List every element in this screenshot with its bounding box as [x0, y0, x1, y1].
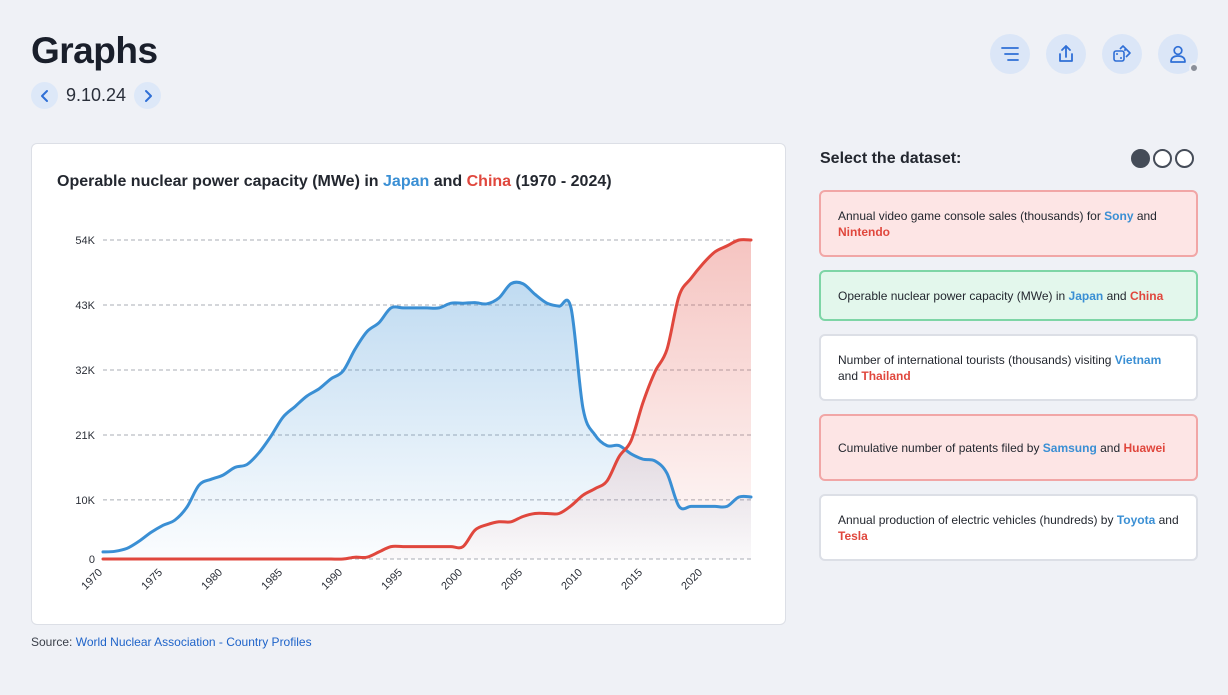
y-axis-ticks: 0 10K 21K 32K 43K 54K [75, 235, 95, 566]
source-link[interactable]: World Nuclear Association - Country Prof… [75, 635, 312, 649]
next-date-button[interactable] [134, 82, 162, 109]
option-series-b: Tesla [838, 528, 868, 543]
dataset-option-text: Annual production of electric vehicles (… [838, 512, 1179, 544]
status-dot [1189, 63, 1199, 73]
x-tick-label: 2020 [679, 567, 705, 593]
option-series-b: China [1129, 288, 1164, 303]
y-tick-label: 43K [75, 300, 95, 312]
area-china [103, 239, 751, 560]
attempt-dot-remaining [1153, 149, 1172, 168]
option-series-a: Japan [1068, 288, 1104, 303]
line-japan [101, 280, 753, 554]
option-text: and [1096, 440, 1124, 455]
option-series-a: Vietnam [1114, 352, 1162, 367]
option-text: and [838, 368, 862, 383]
option-series-a: Samsung [1042, 440, 1097, 455]
chart-title-series-china: China [466, 173, 512, 190]
x-tick-label: 1975 [139, 567, 165, 593]
chart-title-mid: and [429, 173, 467, 190]
option-text: Number of international tourists (thousa… [838, 352, 1115, 367]
toolbar [990, 34, 1199, 74]
attempt-dot-used [1131, 149, 1150, 168]
option-text: Annual video game console sales (thousan… [838, 208, 1105, 223]
x-tick-label: 1990 [319, 567, 345, 593]
chart-areas [103, 239, 751, 560]
dataset-option-ev-production[interactable]: Annual production of electric vehicles (… [819, 494, 1198, 561]
random-button[interactable] [1102, 34, 1142, 74]
chart-title: Operable nuclear power capacity (MWe) in… [57, 173, 612, 191]
dataset-option-tourists[interactable]: Number of international tourists (thousa… [819, 334, 1198, 401]
option-series-b: Huawei [1123, 440, 1166, 455]
user-button[interactable] [1158, 34, 1199, 74]
menu-button[interactable] [990, 34, 1030, 74]
y-tick-label: 21K [75, 430, 95, 442]
x-tick-label: 2010 [559, 567, 585, 593]
dataset-option-patents[interactable]: Cumulative number of patents filed by Sa… [819, 414, 1198, 481]
dataset-heading: Select the dataset: [820, 150, 962, 167]
dataset-option-nuclear-capacity[interactable]: Operable nuclear power capacity (MWe) in… [819, 270, 1198, 321]
dataset-option-text: Annual video game console sales (thousan… [838, 208, 1179, 240]
dataset-option-console-sales[interactable]: Annual video game console sales (thousan… [819, 190, 1198, 257]
current-date: 9.10.24 [66, 85, 127, 105]
option-text: Cumulative number of patents filed by [838, 440, 1043, 455]
chart-card: Operable nuclear power capacity (MWe) in… [31, 143, 786, 625]
y-tick-label: 54K [75, 235, 95, 247]
x-tick-label: 1985 [259, 567, 285, 593]
y-tick-label: 32K [75, 365, 95, 377]
y-tick-label: 10K [75, 495, 95, 507]
area-japan [103, 282, 751, 559]
dataset-option-text: Cumulative number of patents filed by Sa… [838, 440, 1166, 456]
option-series-b: Thailand [861, 368, 911, 383]
attempt-indicator [1131, 149, 1194, 168]
source-label: Source: [31, 635, 76, 649]
chevron-right-icon [144, 89, 152, 102]
line-china [101, 238, 753, 561]
option-text: and [1103, 288, 1130, 303]
chart-title-suffix: (1970 - 2024) [511, 173, 612, 190]
menu-lines-icon [1001, 47, 1019, 61]
user-icon [1170, 45, 1186, 63]
x-tick-label: 2005 [499, 567, 525, 593]
chart-title-series-japan: Japan [383, 173, 430, 190]
chevron-left-icon [40, 89, 48, 102]
dice-icon [1113, 45, 1131, 62]
date-navigator: 9.10.24 [31, 82, 162, 109]
option-series-a: Sony [1104, 208, 1134, 223]
x-tick-label: 2000 [439, 567, 465, 593]
option-text: Annual production of electric vehicles (… [838, 512, 1117, 527]
option-text: and [1155, 512, 1179, 527]
option-text: and [1133, 208, 1157, 223]
share-button[interactable] [1046, 34, 1086, 74]
option-text: Operable nuclear power capacity (MWe) in [838, 288, 1069, 303]
x-axis-ticks: 1970 1975 1980 1985 1990 1995 2000 2005 2010 2015… [79, 567, 705, 593]
y-tick-label: 0 [89, 554, 95, 566]
source-line: Source: World Nuclear Association - Coun… [31, 635, 312, 649]
area-chart: 0 10K 21K 32K 43K 54K 1970 1975 1980 1985 1990 199… [75, 235, 753, 593]
dataset-option-text: Operable nuclear power capacity (MWe) in… [838, 288, 1163, 304]
x-tick-label: 1995 [379, 567, 405, 593]
chart-lines [101, 238, 753, 561]
chart-title-prefix: Operable nuclear power capacity (MWe) in [57, 173, 384, 190]
page-title: Graphs [31, 30, 158, 71]
x-tick-label: 2015 [619, 567, 645, 593]
dataset-option-text: Number of international tourists (thousa… [838, 352, 1179, 384]
x-tick-label: 1970 [79, 567, 105, 593]
share-icon [1059, 45, 1073, 62]
previous-date-button[interactable] [31, 82, 58, 109]
option-series-a: Toyota [1116, 512, 1156, 527]
attempt-dot-remaining [1175, 149, 1194, 168]
x-tick-label: 1980 [199, 567, 225, 593]
option-series-b: Nintendo [838, 224, 890, 239]
